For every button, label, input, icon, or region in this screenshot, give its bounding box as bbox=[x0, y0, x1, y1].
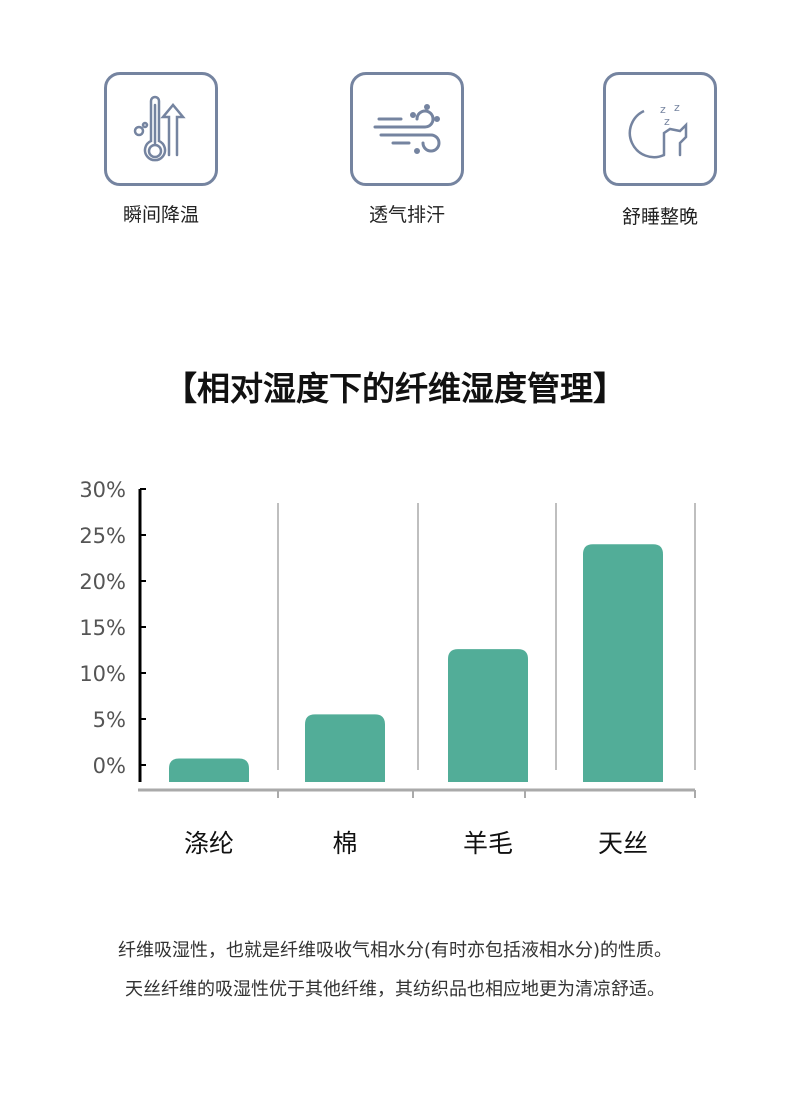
description-line-2: 天丝纤维的吸湿性优于其他纤维，其纺织品也相应地更为清凉舒适。 bbox=[125, 979, 665, 1000]
bar bbox=[305, 714, 385, 782]
y-tick-label: 0% bbox=[93, 754, 126, 778]
thermometer-arrow-up-icon bbox=[104, 72, 218, 186]
wind-icon bbox=[350, 72, 464, 186]
feature-cooling: 瞬间降温 bbox=[104, 72, 218, 227]
y-tick-label: 10% bbox=[79, 662, 126, 686]
feature-label: 瞬间降温 bbox=[122, 204, 199, 226]
description-line-1: 纤维吸湿性，也就是纤维吸收气相水分(有时亦包括液相水分)的性质。 bbox=[117, 940, 673, 961]
y-tick-label: 30% bbox=[79, 478, 126, 502]
svg-text:z: z bbox=[664, 115, 670, 128]
bar-chart: 0% 5% 10% 15% 20% 25% 30% 涤纶 棉 羊毛 天丝 bbox=[79, 478, 696, 858]
x-category-label: 棉 bbox=[332, 829, 357, 858]
x-category-label: 羊毛 bbox=[463, 829, 513, 858]
bar bbox=[448, 649, 528, 782]
y-tick-label: 20% bbox=[79, 570, 126, 594]
y-tick-label: 15% bbox=[79, 616, 126, 640]
bar bbox=[169, 758, 249, 782]
svg-text:z: z bbox=[674, 101, 680, 114]
x-category-label: 涤纶 bbox=[184, 829, 234, 858]
y-tick-label: 5% bbox=[93, 708, 126, 732]
bar bbox=[583, 544, 663, 782]
svg-text:z: z bbox=[660, 103, 666, 116]
x-category-label: 天丝 bbox=[598, 829, 648, 858]
chart-title: 【相对湿度下的纤维湿度管理】 bbox=[164, 369, 626, 408]
feature-label: 舒睡整晚 bbox=[621, 206, 698, 228]
feature-label: 透气排汗 bbox=[368, 204, 445, 226]
feature-breathable: 透气排汗 bbox=[350, 72, 464, 227]
y-tick-label: 25% bbox=[79, 524, 126, 548]
